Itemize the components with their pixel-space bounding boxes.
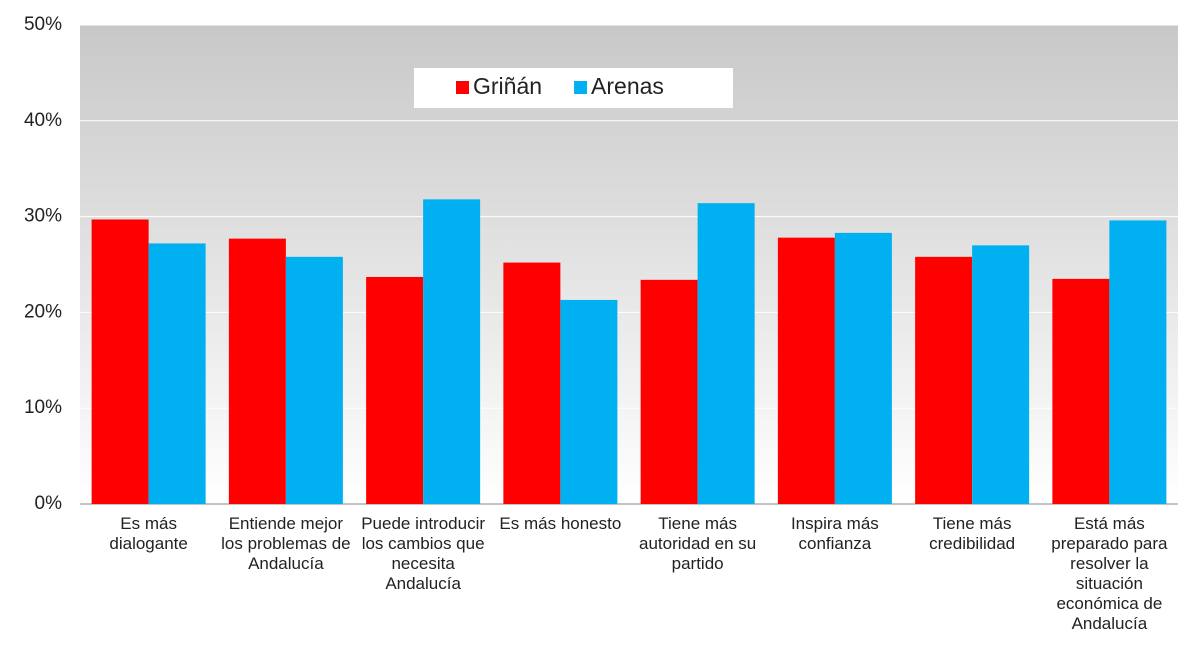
- y-tick-label: 40%: [24, 110, 62, 131]
- legend-label: Griñán: [473, 73, 542, 99]
- x-tick-label: Está más preparado para resolver la situ…: [1051, 514, 1168, 633]
- bar: [777, 237, 835, 504]
- bar: [148, 243, 206, 504]
- bar: [972, 245, 1030, 504]
- y-tick-label: 0%: [35, 493, 63, 514]
- y-tick-label: 50%: [24, 14, 62, 35]
- y-tick-label: 20%: [24, 301, 62, 322]
- x-tick-label: Tiene más autoridad en su partido: [639, 514, 757, 573]
- bar: [640, 279, 698, 504]
- legend-label: Arenas: [591, 73, 664, 99]
- bar: [834, 232, 892, 505]
- bar: [366, 276, 424, 504]
- x-tick-label: Puede introducir los cambios que necesit…: [361, 514, 486, 593]
- x-tick-label: Es más dialogante: [109, 514, 188, 553]
- bar: [423, 199, 481, 504]
- bar: [91, 219, 149, 504]
- bar: [228, 238, 286, 504]
- bar: [285, 256, 343, 504]
- x-tick-label: Es más honesto: [499, 514, 622, 533]
- bar: [697, 203, 755, 505]
- legend-swatch: [456, 81, 469, 94]
- x-tick-label: Tiene más credibilidad: [929, 514, 1016, 553]
- bar: [1109, 220, 1167, 504]
- legend-swatch: [574, 81, 588, 94]
- x-tick-label: Entiende mejor los problemas de Andalucí…: [221, 514, 351, 573]
- y-tick-label: 30%: [24, 206, 62, 227]
- x-tick-label: Inspira más confianza: [790, 514, 879, 553]
- bar: [915, 256, 973, 504]
- bar: [560, 299, 618, 504]
- y-tick-label: 10%: [24, 397, 62, 418]
- bar: [1052, 278, 1110, 504]
- bar: [503, 262, 561, 504]
